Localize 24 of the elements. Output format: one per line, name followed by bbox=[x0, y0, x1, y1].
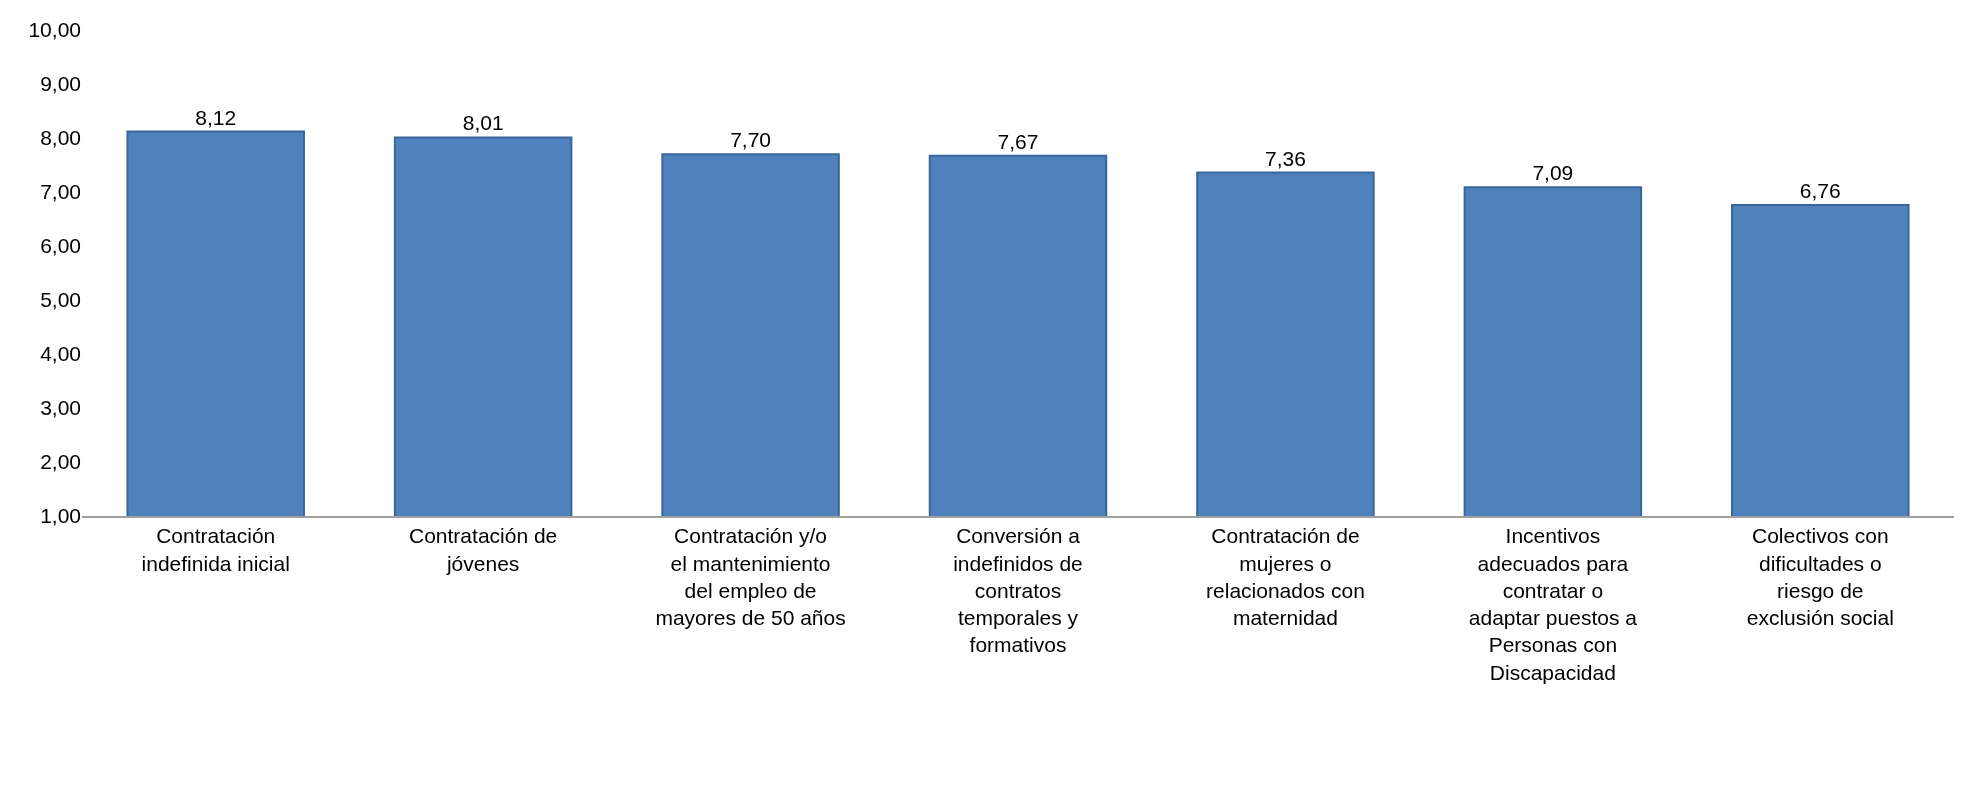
data-label: 7,67 bbox=[997, 129, 1039, 153]
y-tick-label: 8,00 bbox=[40, 126, 81, 150]
y-tick-label: 9,00 bbox=[40, 72, 81, 96]
y-tick-label: 1,00 bbox=[40, 504, 81, 528]
y-tick-label: 6,00 bbox=[40, 234, 81, 258]
data-label: 7,36 bbox=[1264, 146, 1306, 170]
x-tick-label: Contratación de jóvenes bbox=[409, 524, 558, 575]
data-label: 7,70 bbox=[730, 128, 772, 152]
y-tick-label: 10,00 bbox=[28, 18, 81, 42]
x-tick-label: Contratación indefinida inicial bbox=[141, 524, 290, 575]
data-label: 7,09 bbox=[1532, 161, 1574, 185]
data-label: 8,01 bbox=[462, 111, 504, 135]
y-tick-label: 5,00 bbox=[40, 288, 81, 312]
data-label: 6,76 bbox=[1799, 178, 1841, 202]
y-tick-label: 3,00 bbox=[40, 396, 81, 420]
y-tick-label: 4,00 bbox=[40, 342, 81, 366]
x-tick-label: Colectivos con dificultades o riesgo de exclusión social bbox=[1746, 524, 1894, 630]
x-tick-label: Contratación y/o el mantenimiento del empleo de mayores de 50 años bbox=[655, 524, 846, 630]
y-tick-label: 2,00 bbox=[40, 450, 81, 474]
y-tick-label: 7,00 bbox=[40, 180, 81, 204]
x-tick-label: Incentivos adecuados para contratar o adaptar puestos a Personas con Discapacidad bbox=[1468, 524, 1638, 684]
data-label: 8,12 bbox=[195, 105, 237, 129]
x-tick-label: Conversión a indefinidos de contratos temporales y formativos bbox=[953, 524, 1083, 657]
x-tick-label: Contratación de mujeres o relacionados con maternidad bbox=[1206, 524, 1365, 630]
